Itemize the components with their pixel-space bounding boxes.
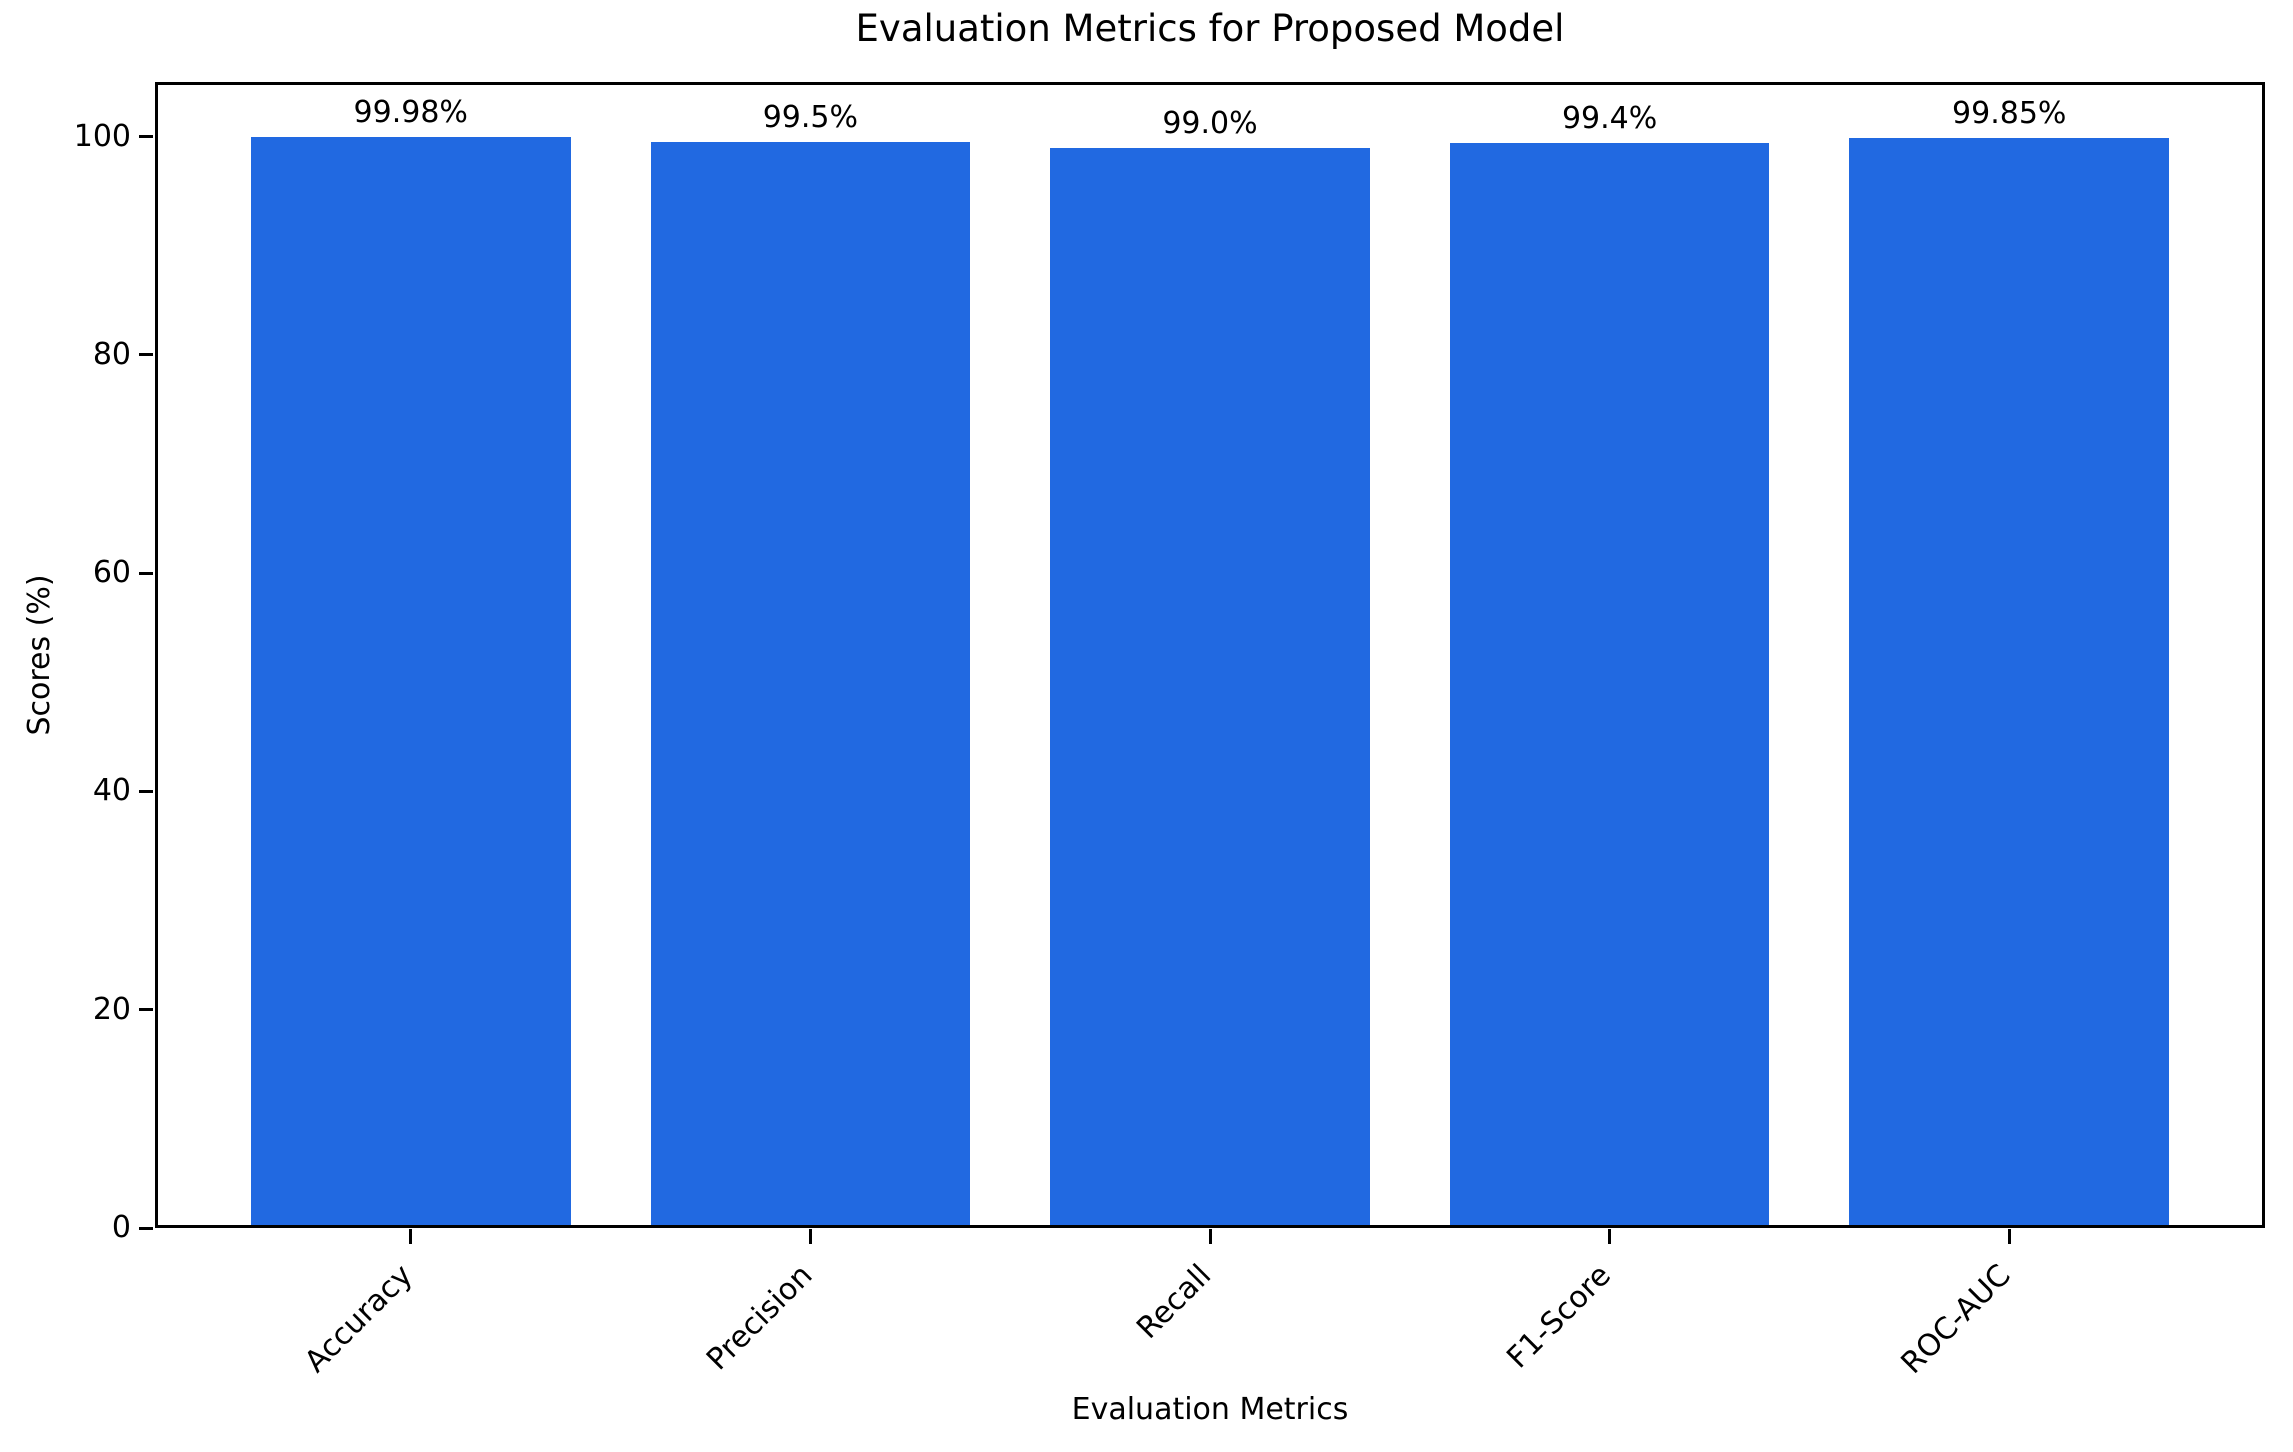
bar-value-label: 99.0% — [1162, 105, 1258, 141]
y-tick-label: 80 — [92, 336, 131, 372]
bar — [1050, 147, 1370, 1228]
x-tick-mark — [1608, 1229, 1612, 1244]
bar-value-label: 99.98% — [353, 94, 468, 130]
bar-value-label: 99.85% — [1952, 96, 2067, 132]
y-tick-mark — [139, 571, 153, 575]
x-tick-label: Accuracy — [297, 1257, 420, 1380]
plot-area: 99.98% Accuracy 99.5% Precision 99.0% Recall 9… — [74, 82, 2265, 1381]
y-tick-label: 20 — [92, 991, 131, 1027]
x-tick-mark — [1208, 1229, 1212, 1244]
x-axis-label: Evaluation Metrics — [1071, 1392, 1349, 1427]
bar — [1849, 138, 2170, 1228]
x-tick-mark — [2007, 1229, 2011, 1244]
y-tick-mark — [139, 135, 153, 139]
x-tick-label: F1-Score — [1500, 1257, 1619, 1376]
x-tick-label: Precision — [699, 1257, 820, 1378]
y-tick-label: 0 — [111, 1210, 131, 1245]
y-tick-mark — [139, 1008, 153, 1012]
y-tick-label: 40 — [92, 773, 131, 809]
bar — [650, 142, 971, 1228]
x-tick-mark — [808, 1229, 812, 1244]
bar-value-label: 99.5% — [762, 100, 859, 136]
x-tick-mark — [409, 1229, 413, 1244]
y-tick-label: 60 — [92, 555, 131, 591]
bar — [1449, 143, 1770, 1228]
chart-title: Evaluation Metrics for Proposed Model — [855, 7, 1565, 50]
bar-value-label: 99.4% — [1561, 101, 1658, 137]
y-axis-label: Scores (%) — [22, 574, 57, 736]
y-tick-mark — [139, 1226, 153, 1230]
bar — [250, 136, 571, 1228]
x-tick-label: ROC-AUC — [1894, 1257, 2018, 1381]
x-tick-label: Recall — [1130, 1257, 1219, 1346]
y-tick-mark — [139, 789, 153, 793]
y-tick-mark — [139, 353, 153, 357]
y-tick-label: 100 — [73, 118, 131, 154]
